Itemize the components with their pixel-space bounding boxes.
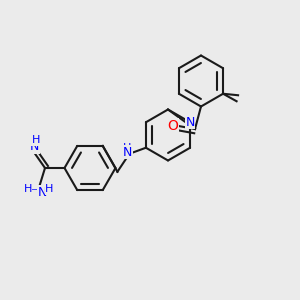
Text: N: N [30,140,39,154]
Text: N: N [123,146,133,159]
Text: N: N [185,116,195,129]
Text: H: H [23,184,32,194]
Text: H: H [122,143,131,153]
Text: N: N [37,185,47,199]
Text: H: H [32,135,40,146]
Text: O: O [168,119,178,133]
Text: H: H [45,184,54,194]
